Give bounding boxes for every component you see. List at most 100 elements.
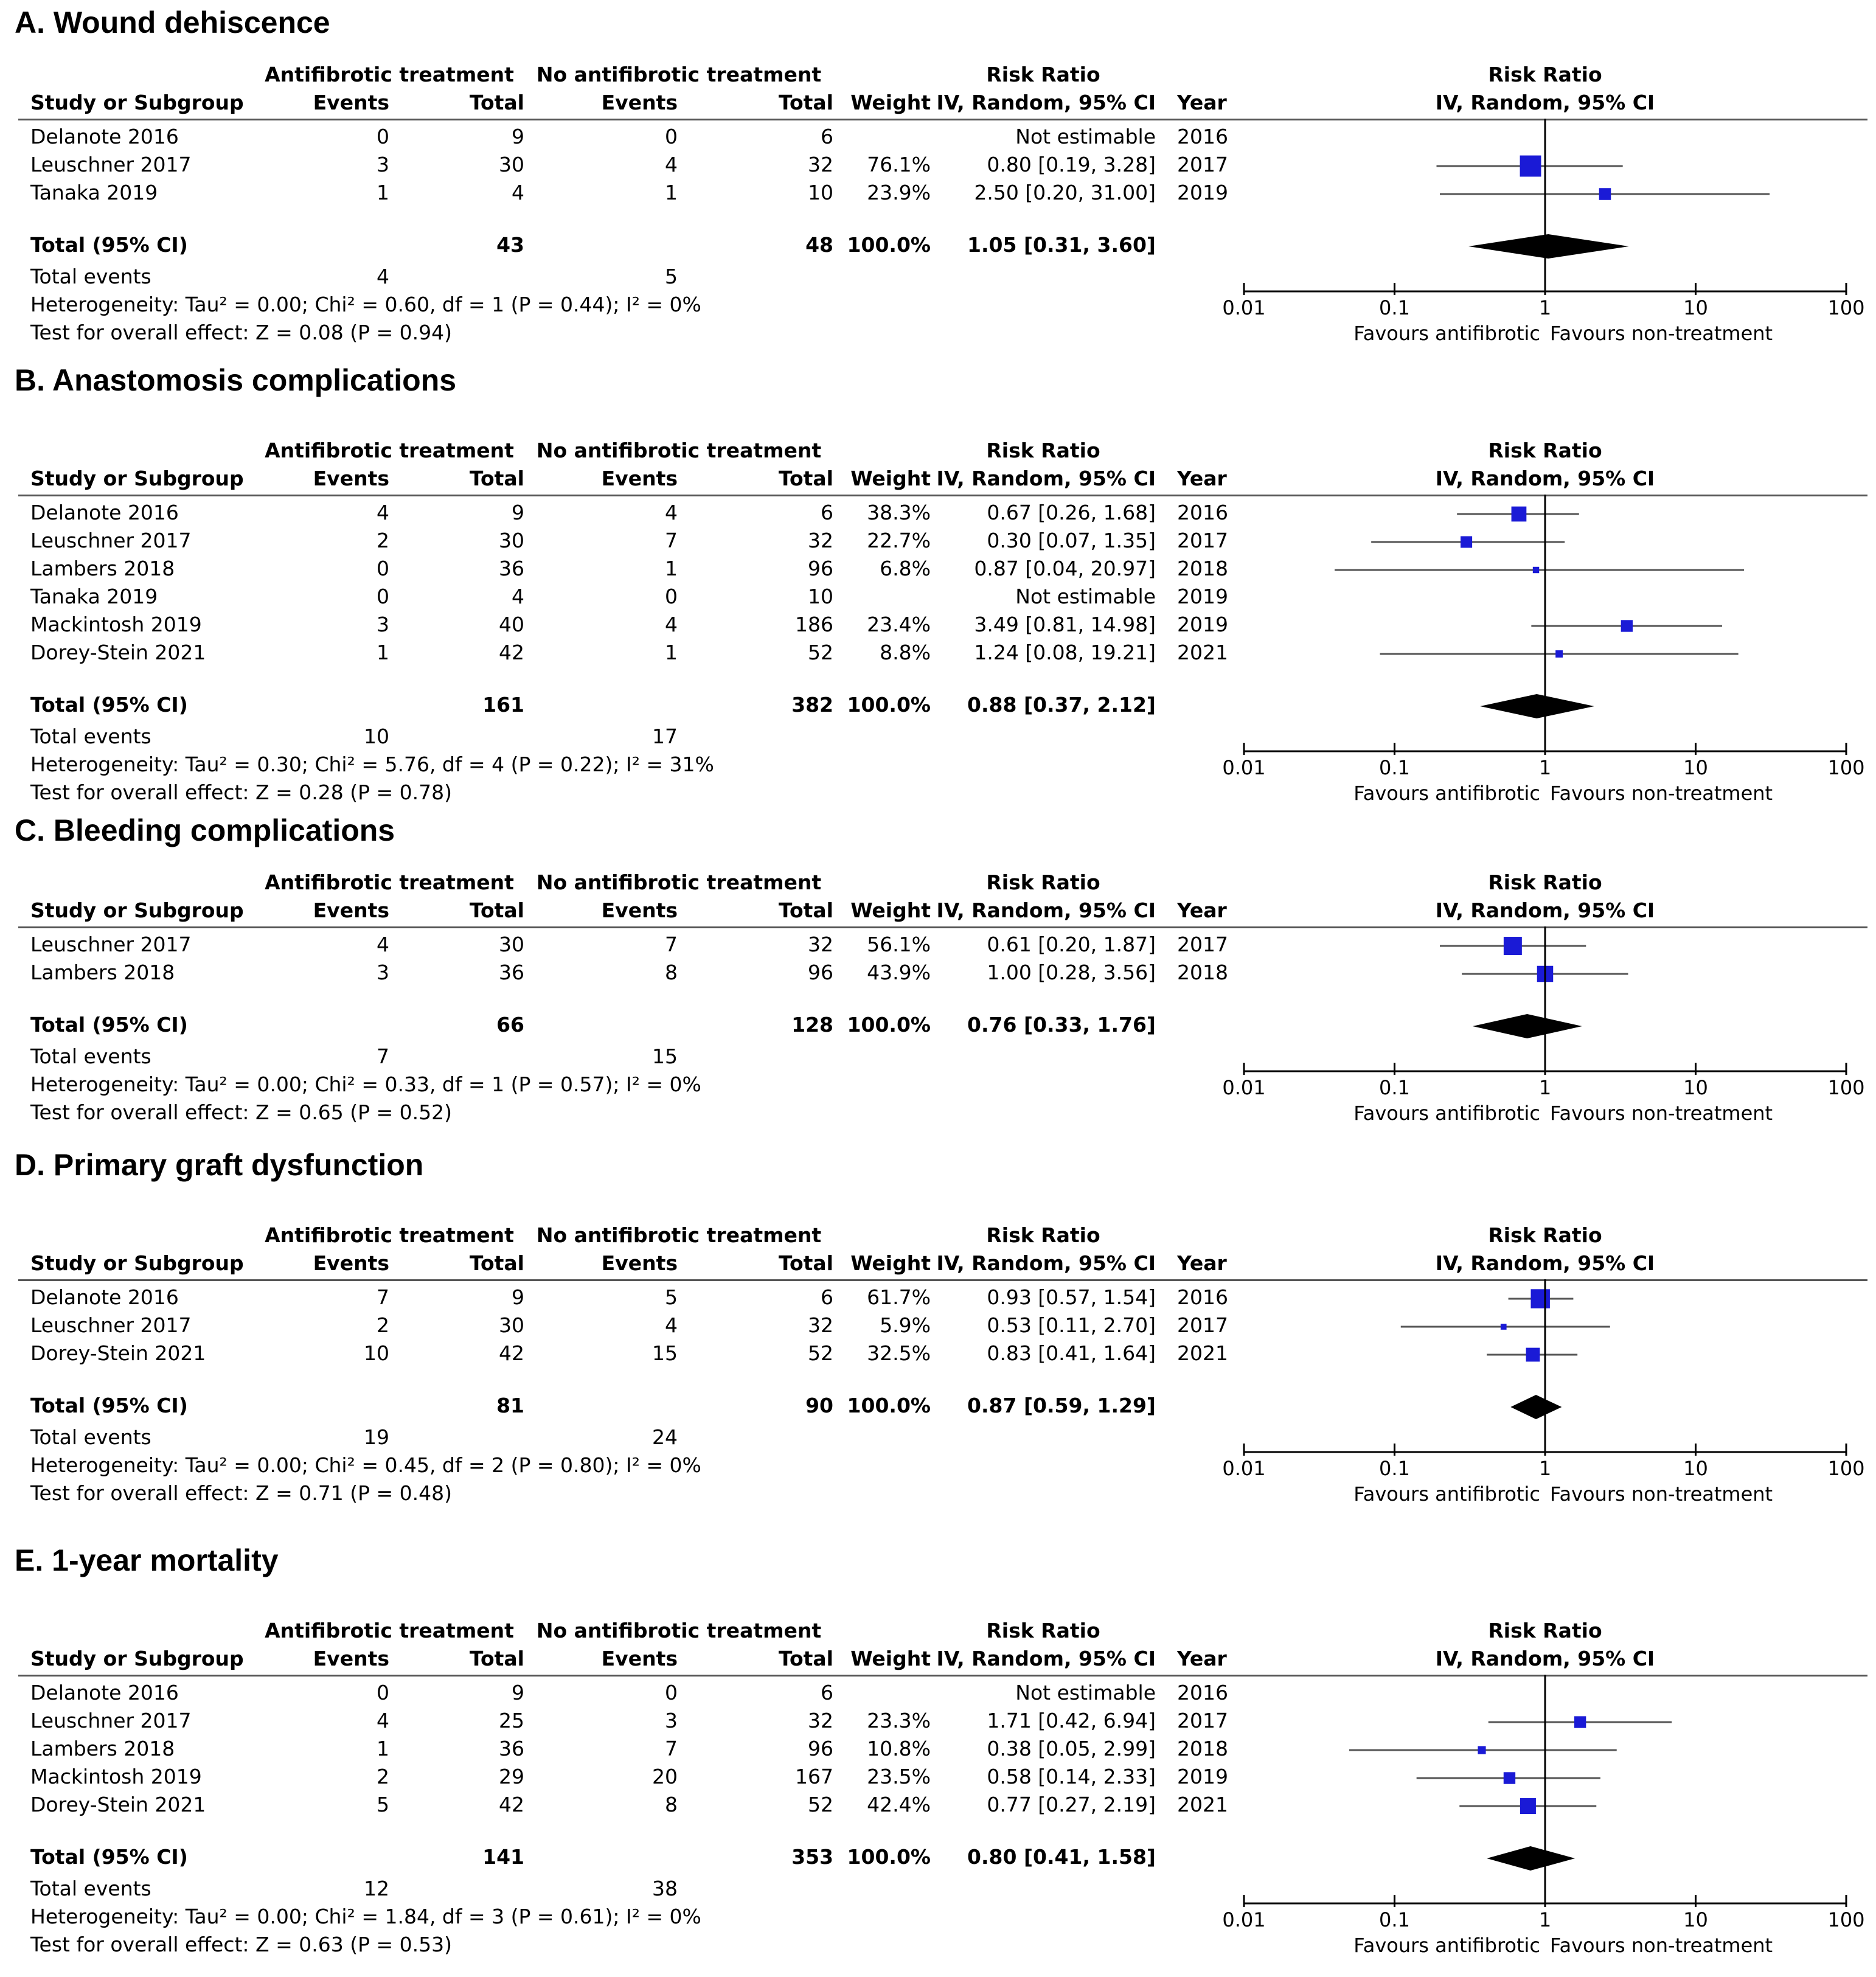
total1-cell: 9 bbox=[512, 125, 524, 148]
events1-cell: 3 bbox=[377, 961, 389, 984]
point-estimate-marker bbox=[1530, 1289, 1550, 1308]
total1-cell: 30 bbox=[499, 153, 524, 176]
weight-header: Weight bbox=[850, 1251, 931, 1275]
events2-cell: 0 bbox=[665, 125, 678, 148]
total2-sum: 382 bbox=[791, 693, 833, 717]
total-events-label: Total events bbox=[30, 1877, 151, 1900]
rr-header-title: Risk Ratio bbox=[986, 63, 1100, 86]
axis-tick-label: 0.01 bbox=[1222, 296, 1265, 319]
events1-cell: 7 bbox=[377, 1285, 389, 1309]
total-events2: 15 bbox=[652, 1044, 678, 1068]
total-events2: 38 bbox=[652, 1877, 678, 1900]
total2-header: Total bbox=[778, 898, 833, 922]
axis-tick-label: 10 bbox=[1683, 1076, 1708, 1099]
total-events1: 7 bbox=[377, 1044, 389, 1068]
total-weight: 100.0% bbox=[847, 693, 931, 717]
pooled-estimate-diamond bbox=[1472, 1014, 1582, 1038]
plot-header-method: IV, Random, 95% CI bbox=[1435, 1647, 1655, 1670]
rr-method-header: IV, Random, 95% CI bbox=[936, 467, 1156, 490]
forest-plot-area: 0.01 0.1 1 10 100 Favours antifibrotic Favours… bbox=[1222, 1675, 1865, 1957]
total2-header: Total bbox=[778, 467, 833, 490]
events1-header: Events bbox=[313, 91, 389, 114]
study-name: Leuschner 2017 bbox=[30, 153, 192, 176]
year-header: Year bbox=[1177, 467, 1227, 490]
study-name: Lambers 2018 bbox=[30, 557, 175, 580]
weight-cell: 22.7% bbox=[867, 529, 931, 552]
group1-header: Antifibrotic treatment bbox=[265, 439, 514, 462]
point-estimate-marker bbox=[1511, 506, 1527, 522]
events1-cell: 0 bbox=[377, 557, 389, 580]
study-header: Study or Subgroup bbox=[30, 467, 244, 490]
total-events-label: Total events bbox=[30, 265, 151, 288]
study-name: Leuschner 2017 bbox=[30, 933, 192, 956]
point-estimate-marker bbox=[1621, 620, 1633, 632]
overall-effect-text: Test for overall effect: Z = 0.08 (P = 0… bbox=[30, 321, 452, 344]
forest-plot-area: 0.01 0.1 1 10 100 Favours antifibrotic Favours… bbox=[1222, 495, 1865, 805]
ci-cell: 0.67 [0.26, 1.68] bbox=[987, 501, 1156, 524]
study-header: Study or Subgroup bbox=[30, 91, 244, 114]
study-header: Study or Subgroup bbox=[30, 898, 244, 922]
total2-cell: 96 bbox=[808, 1737, 833, 1760]
weight-cell: 23.5% bbox=[867, 1765, 931, 1788]
axis-tick-label: 1 bbox=[1539, 1076, 1551, 1099]
weight-header: Weight bbox=[850, 898, 931, 922]
total1-cell: 25 bbox=[499, 1709, 524, 1732]
ci-cell: Not estimable bbox=[1015, 125, 1156, 148]
total2-sum: 90 bbox=[805, 1394, 833, 1417]
year-cell: 2017 bbox=[1177, 153, 1228, 176]
ci-cell: 1.00 [0.28, 3.56] bbox=[987, 961, 1156, 984]
total2-sum: 353 bbox=[791, 1845, 833, 1869]
study-name: Lambers 2018 bbox=[30, 1737, 175, 1760]
weight-cell: 38.3% bbox=[867, 501, 931, 524]
axis-tick-label: 100 bbox=[1827, 1908, 1864, 1931]
total-events-label: Total events bbox=[30, 1425, 151, 1449]
point-estimate-marker bbox=[1532, 566, 1540, 574]
total1-cell: 9 bbox=[512, 501, 524, 524]
point-estimate-marker bbox=[1503, 937, 1522, 955]
overall-effect-text: Test for overall effect: Z = 0.63 (P = 0… bbox=[30, 1933, 452, 1956]
ci-cell: Not estimable bbox=[1015, 1681, 1156, 1704]
weight-cell: 10.8% bbox=[867, 1737, 931, 1760]
rr-header-title: Risk Ratio bbox=[986, 870, 1100, 894]
forest-panel: C. Bleeding complications Antifibrotic tr… bbox=[0, 813, 1876, 1141]
ci-cell: Not estimable bbox=[1015, 585, 1156, 608]
events2-cell: 1 bbox=[665, 557, 678, 580]
forest-plot-area: 0.01 0.1 1 10 100 Favours antifibrotic Favours… bbox=[1222, 1279, 1865, 1506]
weight-header: Weight bbox=[850, 1647, 931, 1670]
total2-sum: 48 bbox=[805, 233, 833, 257]
events2-cell: 4 bbox=[665, 1313, 678, 1337]
axis-tick-label: 100 bbox=[1827, 756, 1864, 779]
year-cell: 2016 bbox=[1177, 501, 1228, 524]
pooled-estimate-diamond bbox=[1480, 694, 1594, 718]
weight-cell: 61.7% bbox=[867, 1285, 931, 1309]
total1-cell: 42 bbox=[499, 641, 524, 664]
favours-right-label: Favours non-treatment bbox=[1550, 1934, 1773, 1957]
total2-cell: 167 bbox=[795, 1765, 833, 1788]
forest-plot-area: 0.01 0.1 1 10 100 Favours antifibrotic Favours… bbox=[1222, 119, 1865, 345]
events1-cell: 2 bbox=[377, 529, 389, 552]
axis-tick-label: 1 bbox=[1539, 1908, 1551, 1931]
rr-header-title: Risk Ratio bbox=[986, 1223, 1100, 1247]
total-events1: 19 bbox=[364, 1425, 389, 1449]
year-cell: 2019 bbox=[1177, 585, 1228, 608]
point-estimate-marker bbox=[1520, 1798, 1536, 1815]
pooled-estimate-diamond bbox=[1510, 1395, 1562, 1419]
header-rule bbox=[18, 495, 1867, 496]
point-estimate-marker bbox=[1555, 650, 1563, 658]
events2-cell: 1 bbox=[665, 641, 678, 664]
ci-cell: 2.50 [0.20, 31.00] bbox=[974, 181, 1156, 204]
year-cell: 2018 bbox=[1177, 961, 1228, 984]
weight-cell: 32.5% bbox=[867, 1341, 931, 1365]
events1-header: Events bbox=[313, 467, 389, 490]
total1-cell: 42 bbox=[499, 1793, 524, 1816]
total1-header: Total bbox=[469, 91, 524, 114]
total-label: Total (95% CI) bbox=[30, 1845, 188, 1869]
total-weight: 100.0% bbox=[847, 1394, 931, 1417]
total1-cell: 30 bbox=[499, 1313, 524, 1337]
weight-cell: 76.1% bbox=[867, 153, 931, 176]
weight-header: Weight bbox=[850, 467, 931, 490]
total-ci: 0.88 [0.37, 2.12] bbox=[967, 693, 1156, 717]
plot-header-title: Risk Ratio bbox=[1488, 63, 1602, 86]
year-cell: 2017 bbox=[1177, 933, 1228, 956]
panel-title: C. Bleeding complications bbox=[15, 813, 395, 847]
